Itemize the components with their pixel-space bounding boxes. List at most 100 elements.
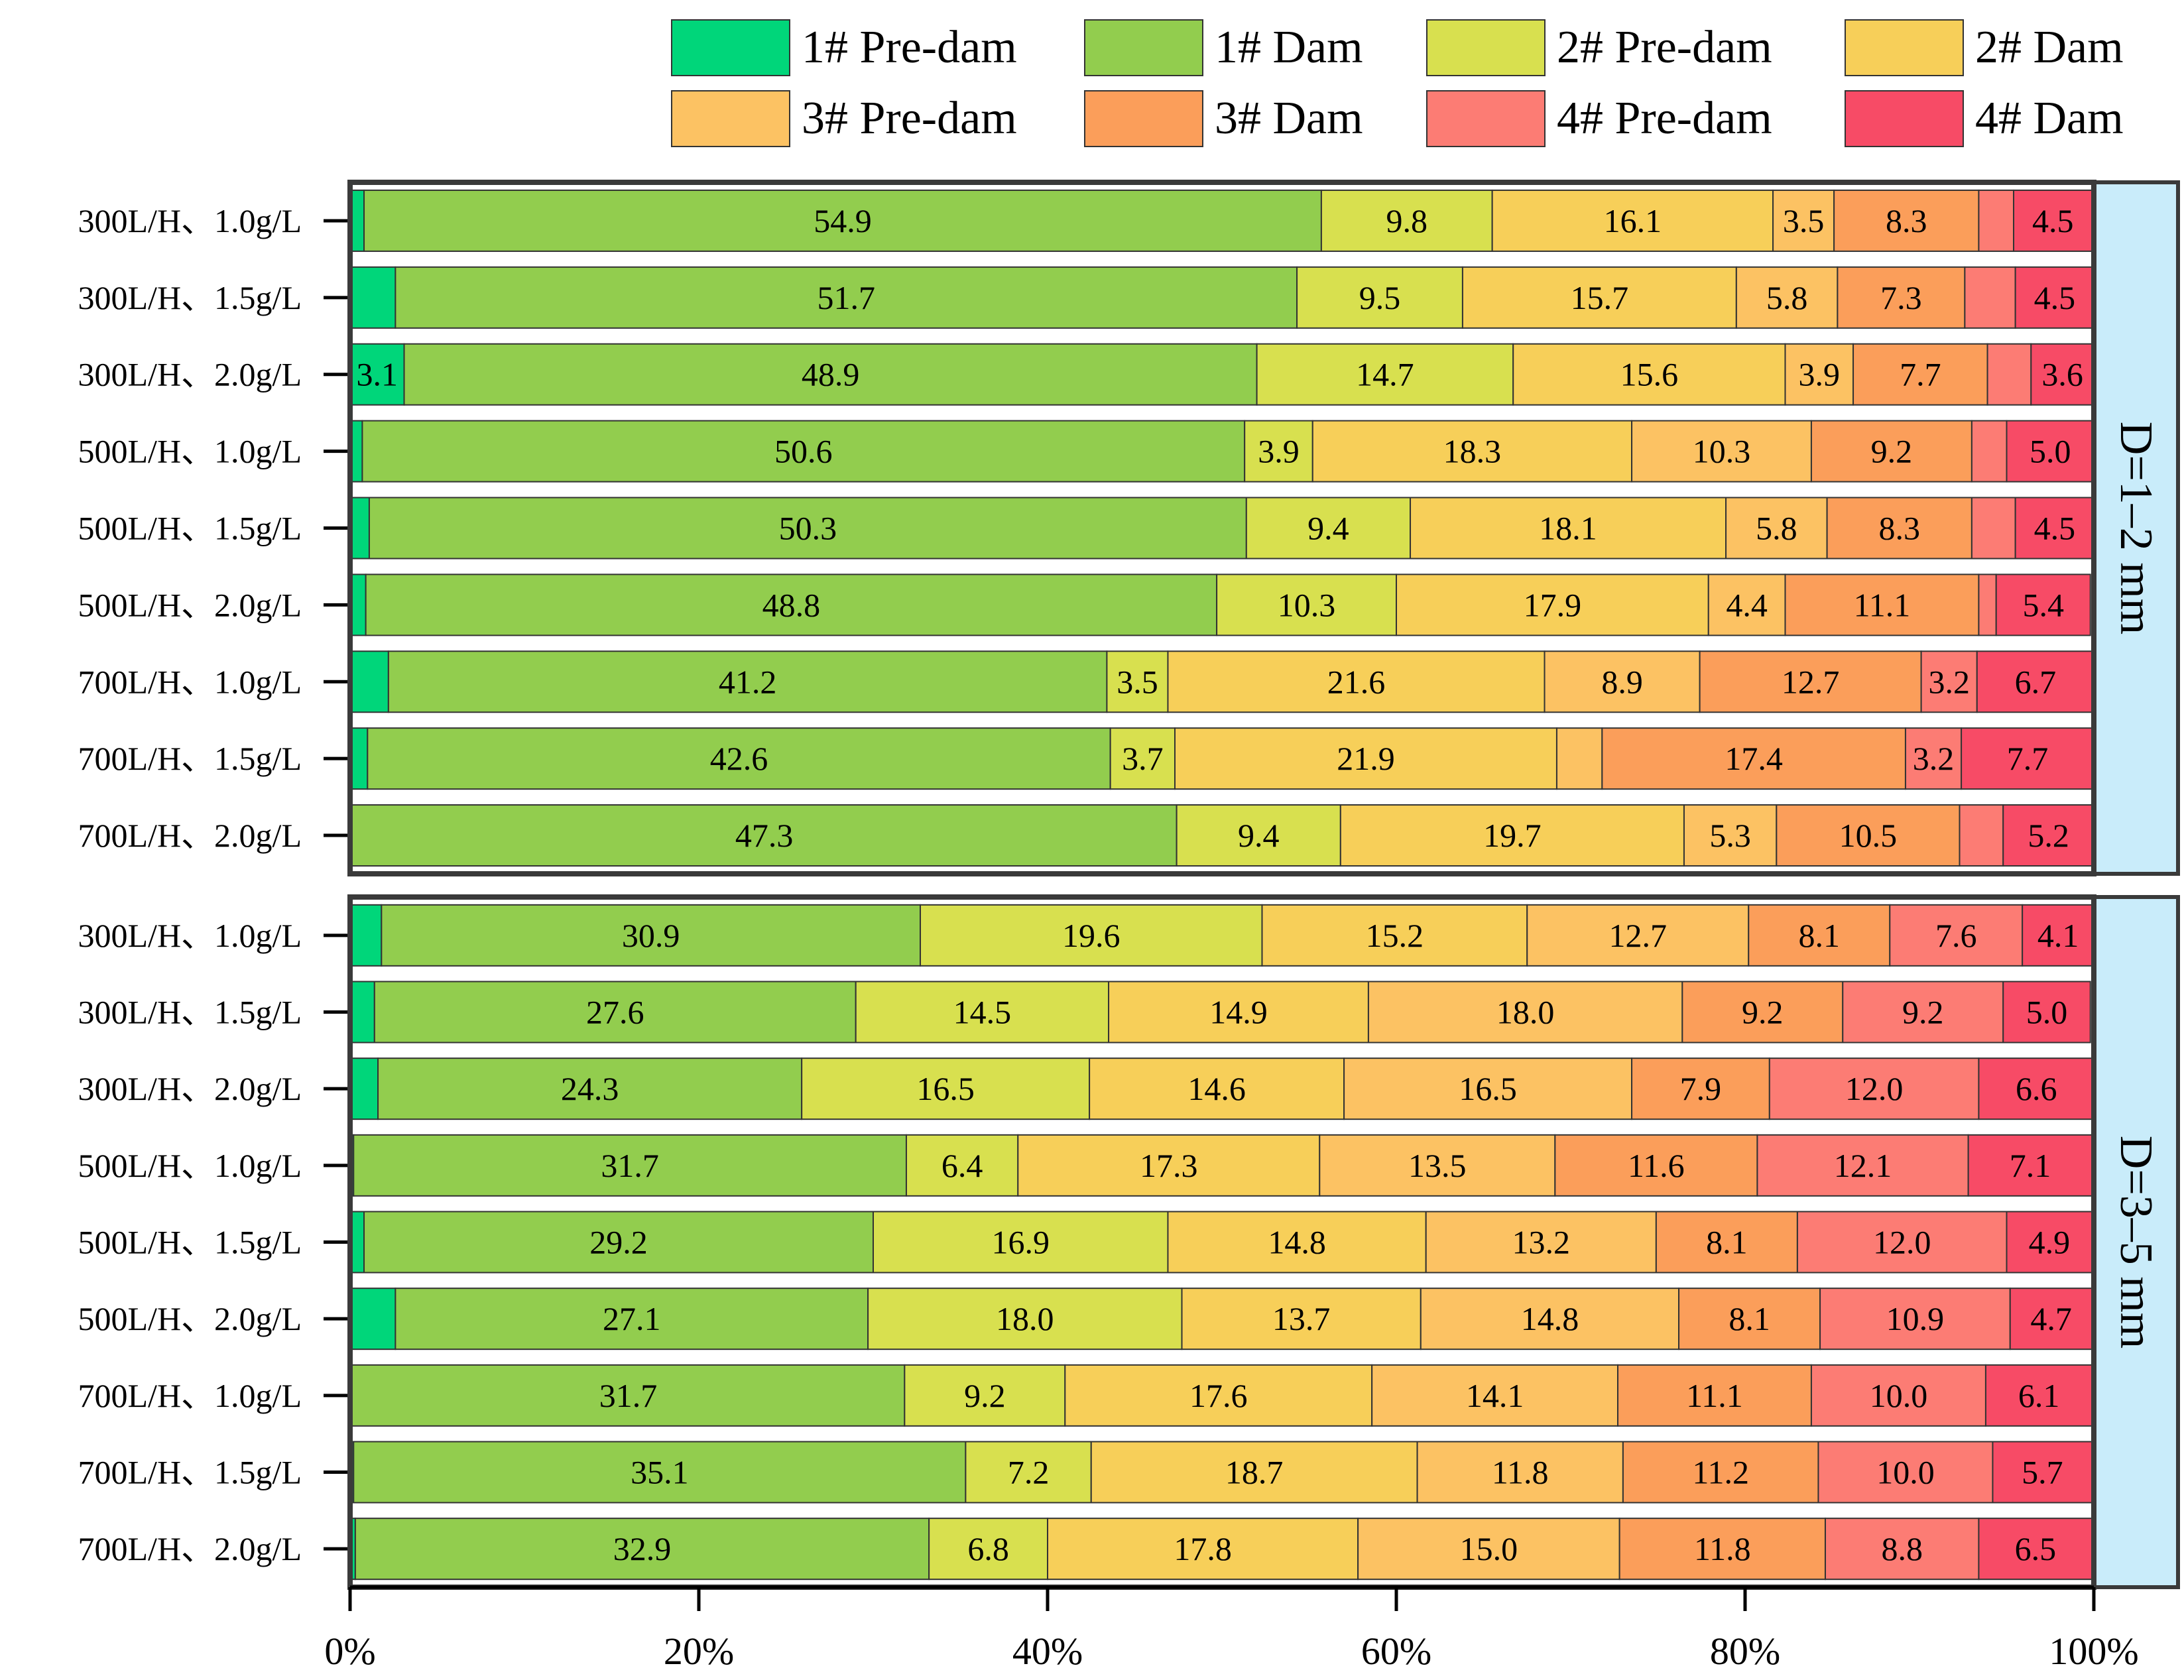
bar-row: 700L/H、1.5g/L 42.6 3.7 21.9 17.4 3.2 7.7 xyxy=(78,727,2095,790)
data-label: 21.9 xyxy=(1337,740,1395,777)
bar-segment xyxy=(1554,1134,1758,1197)
bar-segment xyxy=(1311,420,1633,483)
bar-segment xyxy=(1961,727,2095,790)
data-label: 10.5 xyxy=(1839,817,1898,854)
data-label: 17.4 xyxy=(1725,740,1783,777)
category-label: 300L/H、1.0g/L xyxy=(78,917,302,954)
bar-segment xyxy=(353,1441,967,1504)
data-label: 27.1 xyxy=(603,1300,661,1337)
legend-swatch-2 xyxy=(1084,19,1203,76)
data-label: 24.3 xyxy=(561,1070,619,1107)
bar-segment xyxy=(394,266,1298,329)
data-label: 4.5 xyxy=(2034,510,2076,547)
bar-row: 700L/H、1.0g/L 31.7 9.2 17.6 14.1 11.1 10.0 6.1 xyxy=(78,1364,2093,1427)
data-label: 17.8 xyxy=(1174,1530,1232,1567)
data-label: 47.3 xyxy=(735,817,794,854)
data-label: 3.7 xyxy=(1122,740,1164,777)
bar-segment xyxy=(1978,1057,2094,1120)
data-label: 8.8 xyxy=(1881,1530,1923,1567)
data-label: 19.6 xyxy=(1062,917,1121,954)
bar-segment xyxy=(1824,1518,1980,1581)
bar-segment xyxy=(1319,1134,1556,1197)
data-label: 7.7 xyxy=(2007,740,2049,777)
x-tick-label: 0% xyxy=(324,1630,375,1673)
bar-segment xyxy=(1852,343,1988,406)
data-label: 4.1 xyxy=(2037,917,2079,954)
data-label: 54.9 xyxy=(814,202,872,239)
bar-segment xyxy=(1396,573,1709,636)
bar-segment xyxy=(1995,573,2091,636)
bar-segment xyxy=(2014,266,2094,329)
bar-segment xyxy=(1367,981,1683,1044)
bar-segment xyxy=(1699,650,1922,713)
legend-label-8: 4# Dam xyxy=(1975,93,2124,144)
data-label: 35.1 xyxy=(631,1454,689,1491)
data-label: 27.6 xyxy=(586,994,644,1031)
bar-segment xyxy=(368,497,1247,560)
bar-segment xyxy=(1819,1288,2011,1350)
data-label: 30.9 xyxy=(622,917,680,954)
bar-segment xyxy=(365,573,1218,636)
bar-row: 500L/H、2.0g/L 27.1 18.0 13.7 14.8 8.1 10.9 4.7 xyxy=(78,1288,2093,1350)
bar-row: 500L/H、1.0g/L 50.6 3.9 18.3 10.3 9.2 5.0 xyxy=(78,420,2094,483)
bar-segment xyxy=(1371,1364,1619,1427)
data-label: 17.3 xyxy=(1140,1147,1198,1184)
bar-segment xyxy=(2014,497,2094,560)
x-tick-label: 80% xyxy=(1710,1630,1780,1673)
data-label: 31.7 xyxy=(601,1147,659,1184)
data-label: 15.2 xyxy=(1366,917,1424,954)
data-label: 41.2 xyxy=(719,663,777,700)
x-tick-label: 40% xyxy=(1012,1630,1083,1673)
data-label: 4.7 xyxy=(2030,1300,2072,1337)
bar-segment xyxy=(2013,189,2093,252)
data-label: 3.2 xyxy=(1928,663,1970,700)
bar-segment xyxy=(349,266,396,329)
bar-row: 500L/H、1.0g/L 31.7 6.4 17.3 13.5 11.6 12.1 7.1 xyxy=(78,1134,2093,1197)
data-label: 15.7 xyxy=(1571,279,1629,316)
legend-swatch-8 xyxy=(1845,90,1964,147)
bar-segment xyxy=(1655,1211,1798,1274)
data-label: 14.9 xyxy=(1209,994,1268,1031)
category-label: 700L/H、2.0g/L xyxy=(78,1530,302,1567)
category-label: 500L/H、1.5g/L xyxy=(78,1224,302,1261)
bar-segment xyxy=(349,650,389,713)
data-label: 42.6 xyxy=(710,740,768,777)
bar-row: 700L/H、1.0g/L 41.2 3.5 21.6 8.9 12.7 3.2 6.7 xyxy=(78,650,2095,713)
data-label: 8.1 xyxy=(1706,1224,1748,1261)
bar-segment xyxy=(349,497,370,560)
data-label: 9.2 xyxy=(1742,994,1784,1031)
bar-segment xyxy=(855,981,1110,1044)
bar-segment xyxy=(1992,1441,2093,1504)
bar-segment xyxy=(1167,650,1546,713)
data-label: 15.0 xyxy=(1460,1530,1518,1567)
bar-segment xyxy=(1826,497,1972,560)
panel-frame-1 xyxy=(347,180,2096,876)
data-label: 6.8 xyxy=(967,1530,1009,1567)
data-label: 5.2 xyxy=(2028,817,2069,854)
bar-segment xyxy=(2006,1211,2093,1274)
bar-segment xyxy=(1889,904,2024,967)
bar-segment xyxy=(1707,573,1786,636)
bar-segment xyxy=(1357,1518,1620,1581)
data-label: 13.7 xyxy=(1272,1300,1331,1337)
data-label: 29.2 xyxy=(589,1224,648,1261)
panel-strip-label-2: D=3–5 mm xyxy=(2110,1136,2161,1349)
bar-segment xyxy=(349,343,405,406)
data-label: 16.9 xyxy=(991,1224,1050,1261)
data-label: 9.2 xyxy=(1871,433,1913,470)
data-label: 5.3 xyxy=(1709,817,1751,854)
category-label: 700L/H、2.0g/L xyxy=(78,817,302,854)
bar-segment xyxy=(1106,650,1169,713)
bar-segment xyxy=(1748,904,1891,967)
bar-segment xyxy=(1681,981,1844,1044)
legend-swatch-5 xyxy=(671,90,790,147)
data-label: 12.0 xyxy=(1845,1070,1904,1107)
data-label: 9.4 xyxy=(1307,510,1349,547)
bar-segment xyxy=(867,1288,1183,1350)
data-label: 5.0 xyxy=(2026,994,2068,1031)
legend-label-6: 3# Dam xyxy=(1215,93,1363,144)
data-label: 10.9 xyxy=(1886,1300,1945,1337)
data-label: 9.5 xyxy=(1359,279,1401,316)
bar-segment xyxy=(2022,904,2094,967)
legend-label-4: 2# Dam xyxy=(1975,22,2124,73)
